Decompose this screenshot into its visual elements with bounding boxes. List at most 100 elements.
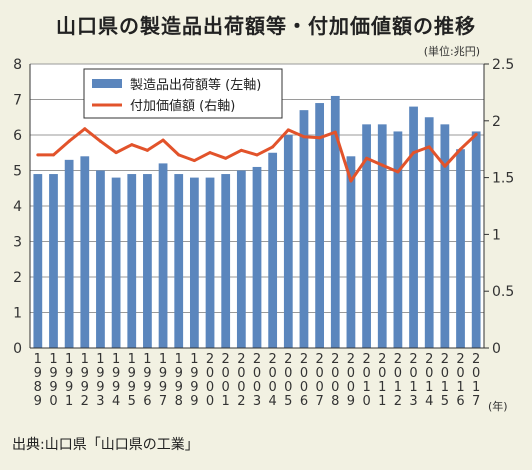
- line-point: [208, 151, 212, 155]
- legend-bar-label: 製造品出荷額等 (左軸): [130, 77, 261, 93]
- line-point: [114, 151, 118, 155]
- y-left-tick-label: 0: [13, 341, 22, 357]
- year-unit-label: (年): [488, 400, 508, 413]
- line-point: [365, 156, 369, 160]
- bar: [221, 174, 231, 348]
- line-point: [177, 153, 181, 157]
- line-point: [271, 145, 275, 149]
- bar: [252, 166, 262, 348]
- line-point: [443, 164, 447, 168]
- y-right-tick-label: 1.5: [492, 171, 514, 187]
- bar: [64, 159, 74, 348]
- bar: [236, 170, 246, 348]
- line-point: [412, 151, 416, 155]
- line-point: [286, 128, 290, 132]
- line-point: [349, 179, 353, 183]
- bar: [362, 124, 371, 348]
- bar: [127, 174, 137, 348]
- line-point: [192, 159, 196, 163]
- line-point: [36, 153, 40, 157]
- legend: 製造品出荷額等 (左軸) 付加価値額 (右軸): [83, 68, 283, 119]
- bar: [96, 170, 105, 348]
- line-point: [145, 148, 149, 152]
- bar: [315, 103, 325, 348]
- line-point: [474, 132, 478, 136]
- y-right-tick-label: 0.5: [492, 284, 514, 300]
- bar: [393, 131, 403, 348]
- bar: [377, 124, 387, 348]
- line-point: [427, 145, 431, 149]
- unit-label: (単位:兆円): [423, 45, 480, 58]
- line-point: [333, 130, 337, 134]
- line-point: [130, 143, 134, 147]
- y-right-tick-label: 2.5: [492, 57, 514, 73]
- axes: [29, 64, 485, 349]
- line-point: [380, 163, 384, 167]
- y-right-tick-label: 1: [492, 227, 501, 243]
- line-point: [255, 153, 259, 157]
- y-left-tick-label: 1: [13, 306, 22, 322]
- y-axis-right-ticks: 0 0.5 1 1.5 2 2.5: [484, 57, 514, 357]
- bar: [268, 152, 278, 348]
- bar: [409, 106, 418, 348]
- y-left-tick-label: 8: [13, 57, 22, 73]
- bar-series: [33, 95, 481, 349]
- line-series: [36, 127, 478, 183]
- legend-bar-swatch: [92, 79, 122, 88]
- bar: [283, 135, 293, 348]
- bar: [158, 163, 168, 348]
- bar: [49, 174, 58, 348]
- line-point: [396, 170, 400, 174]
- y-left-tick-label: 5: [13, 164, 22, 180]
- line-point: [98, 139, 102, 143]
- bar: [189, 177, 199, 348]
- legend-box: [83, 68, 283, 119]
- line-point: [67, 139, 71, 143]
- y-axis-left-ticks: 0 1 2 3 4 5 6 7 8: [13, 57, 22, 357]
- bar: [143, 174, 152, 348]
- bar: [299, 110, 309, 349]
- line-point: [161, 138, 165, 142]
- line-point: [459, 147, 463, 151]
- line-point: [302, 135, 306, 139]
- bar: [111, 177, 121, 348]
- bar: [471, 131, 481, 348]
- bar: [424, 117, 434, 348]
- bar: [456, 149, 465, 348]
- source-note: 出典:山口県「山口県の工業」: [12, 437, 199, 453]
- chart-title: 山口県の製造品出荷額等・付加価値額の推移: [56, 14, 476, 38]
- y-left-tick-label: 3: [13, 235, 22, 251]
- bar: [205, 177, 215, 348]
- y-left-tick-label: 2: [13, 270, 22, 286]
- x-axis-ticks: 1 9 8 9 1 9 9 0 1 9 9 1 1 9 9 2 1 9 9 3 1 9 9 4 1 9 9 5 1 9 9 6 1 9 9 7 1 9 9 8…: [34, 352, 481, 409]
- bar: [33, 174, 43, 348]
- line-point: [83, 127, 87, 131]
- line-point: [318, 136, 322, 140]
- line-point: [224, 156, 228, 160]
